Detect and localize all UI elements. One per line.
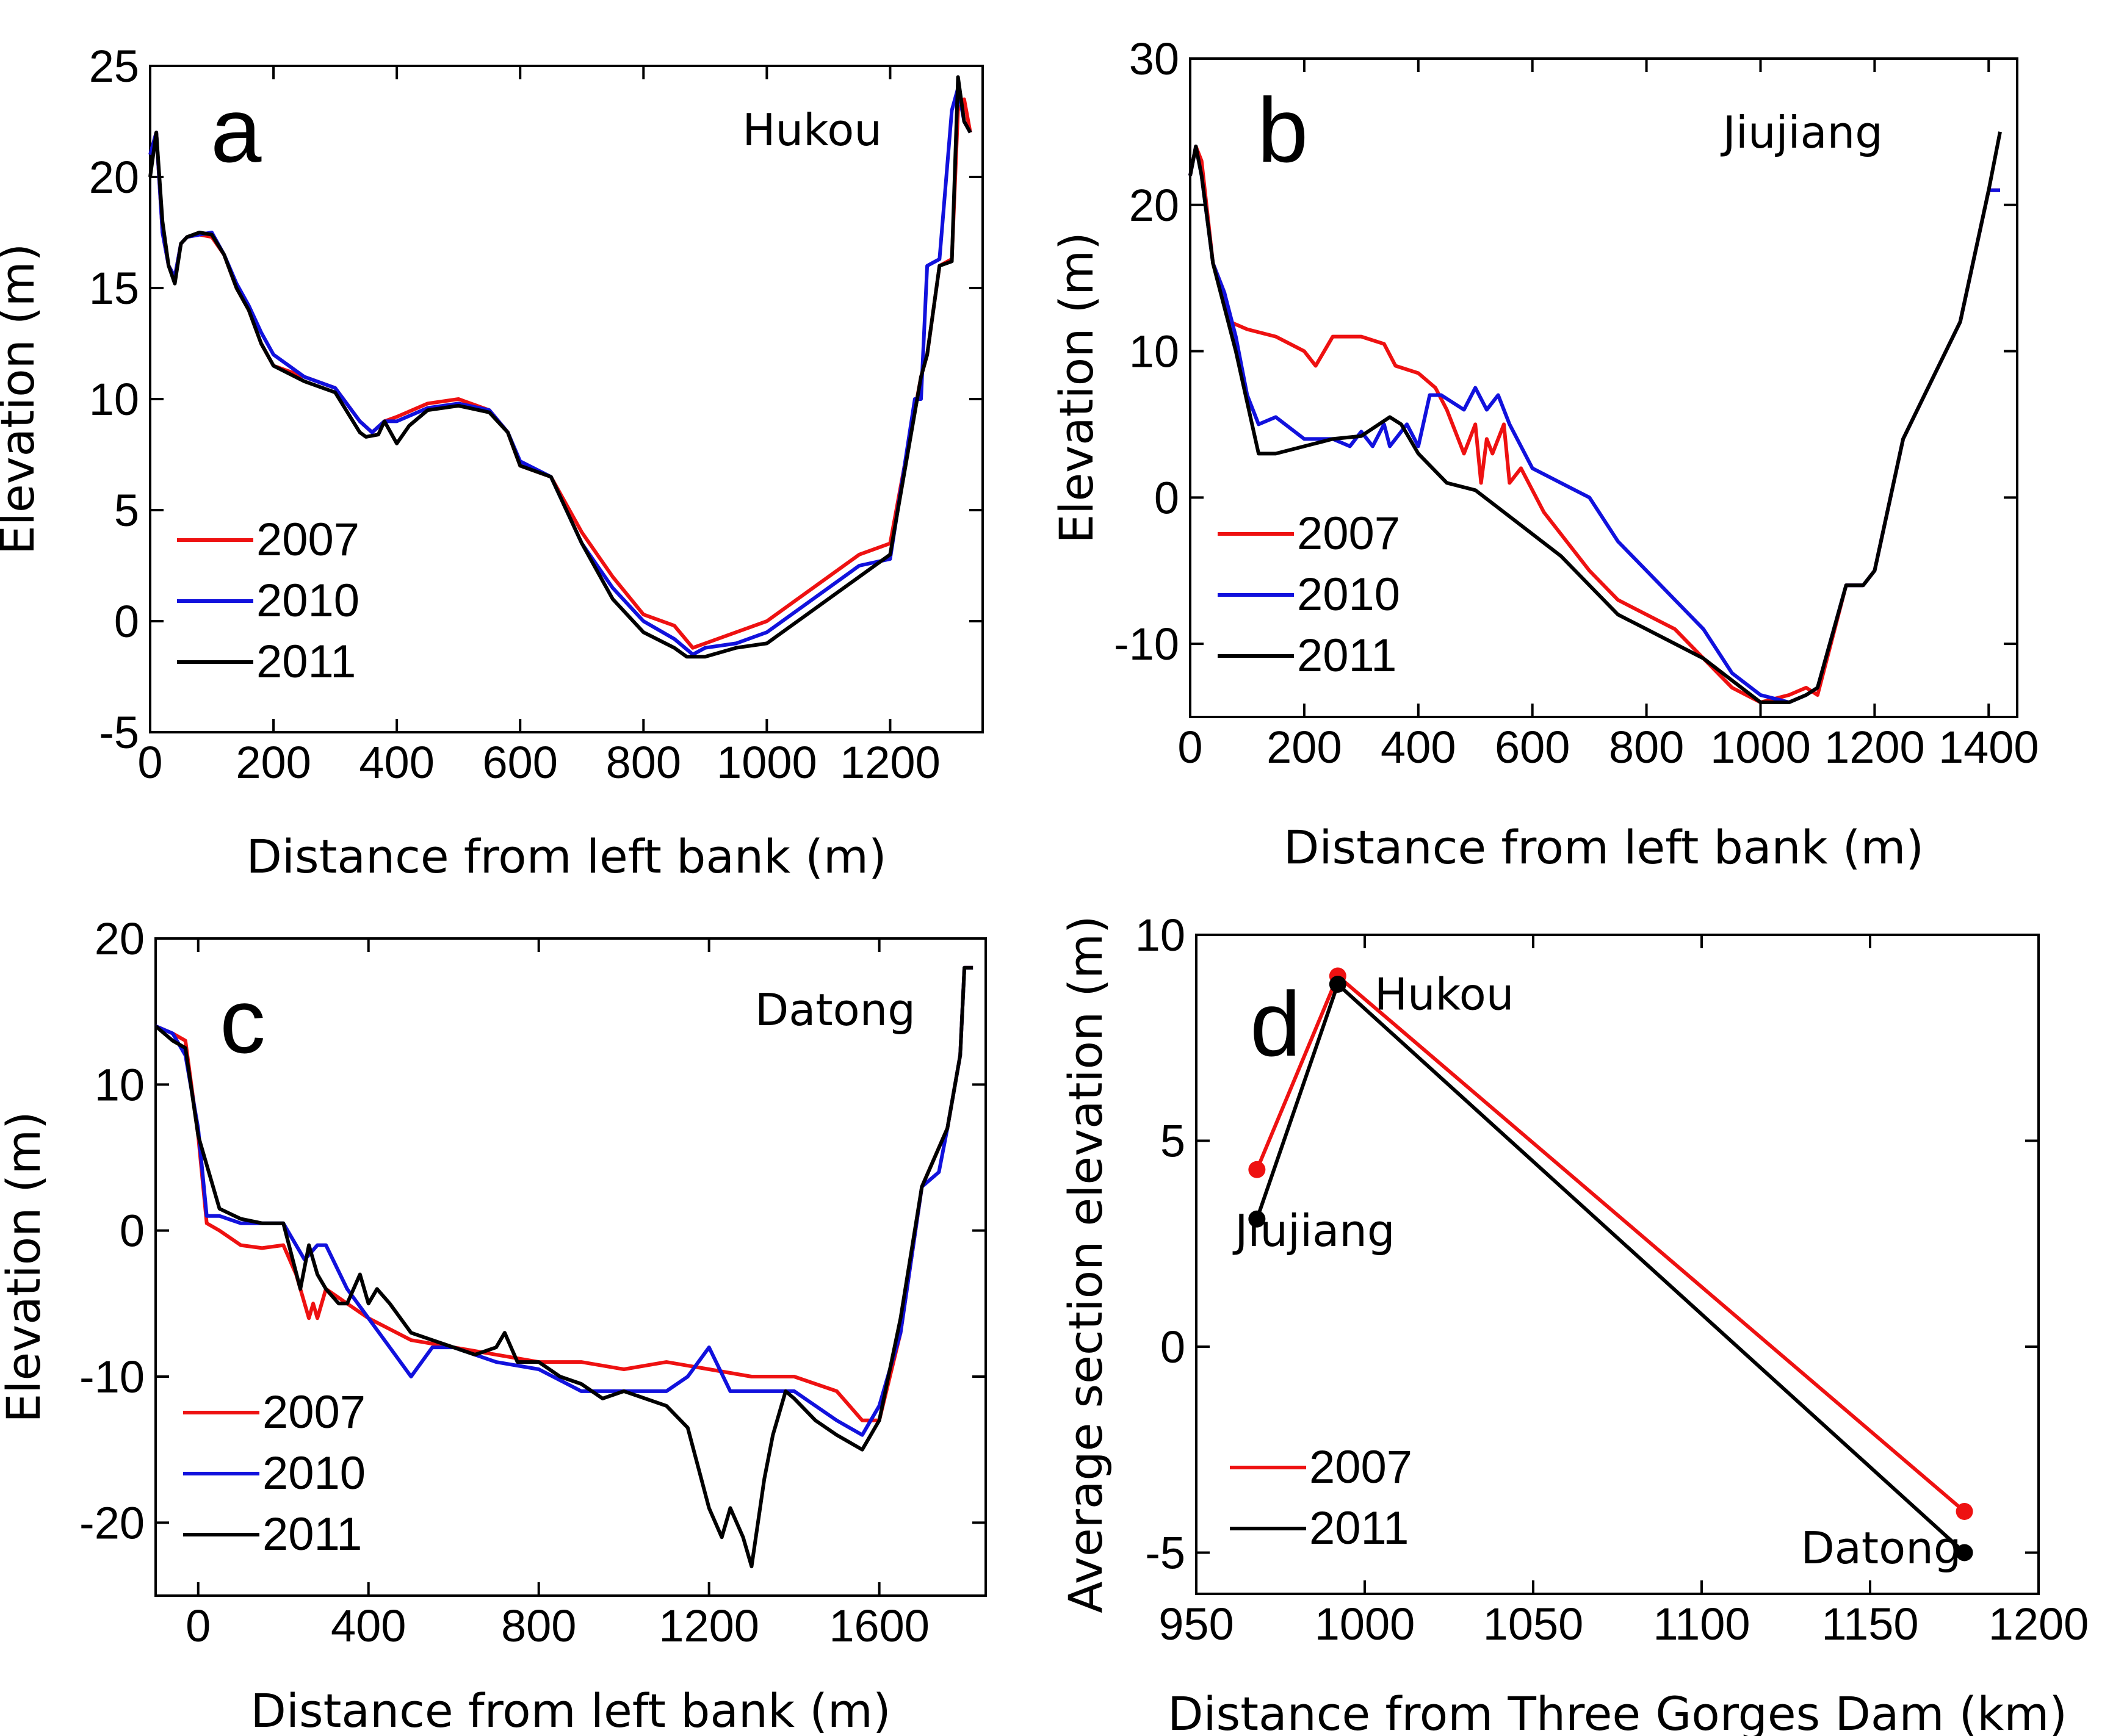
annotation-jiujiang: Jiujiang [1232,1205,1395,1256]
legend-label: 2011 [1297,630,1396,682]
panel-letter: c [220,970,266,1072]
data-point-2007 [1956,1503,1973,1520]
y-tick-label: 5 [114,485,139,536]
panel-b-jiujiang: 0 200 400 600 800 1000 1200 1400 -10 0 10 20 30 Dista… [1049,34,2039,874]
y-tick-label: 20 [1129,180,1179,231]
data-point-2011 [1956,1544,1973,1561]
x-tick-label: 1000 [1710,722,1811,773]
panel-c-datong: 0 400 800 1200 1600 -20 -10 0 10 20 Distance from … [0,913,987,1736]
x-tick-label: 1200 [1989,1599,2089,1649]
panel-letter: b [1257,79,1308,181]
x-tick-label: 0 [1177,722,1202,773]
data-point-2007 [1248,1161,1266,1178]
x-tick-label: 1400 [1938,722,2039,773]
data-point-2011 [1329,976,1346,993]
panel-letter: d [1250,973,1301,1075]
y-axis-label: Elevation (m) [0,1111,51,1423]
y-tick-label: 5 [1160,1116,1185,1167]
legend-label: 2011 [262,1508,362,1560]
series-line-2011 [154,965,974,1569]
y-tick-label: -10 [79,1352,145,1402]
annotation-datong: Datong [1801,1522,1961,1574]
x-tick-label: 800 [501,1601,576,1651]
legend-label: 2010 [1297,569,1400,621]
y-tick-label: 0 [1154,472,1179,523]
x-tick-label: 1200 [659,1601,759,1651]
x-tick-label: 400 [331,1601,406,1651]
series-line-2007 [154,965,974,1422]
legend-label: 2007 [1309,1441,1412,1493]
station-name: Hukou [742,104,882,156]
x-tick-label: 600 [1495,722,1570,773]
x-tick-label: 0 [186,1601,211,1651]
x-tick-label: 800 [1609,722,1684,773]
legend-label: 2007 [1297,508,1400,560]
x-axis-label: Distance from left bank (m) [1284,820,1924,874]
y-tick-label: 10 [95,1059,145,1110]
plot-frame [154,937,987,1597]
y-tick-label: -10 [1114,619,1179,669]
x-axis-label: Distance from left bank (m) [246,829,886,884]
panel-letter: a [211,79,262,181]
x-tick-label: 600 [482,737,557,788]
y-tick-label: 0 [114,596,139,647]
plot-frame [149,65,984,733]
y-tick-label: 10 [1135,910,1185,960]
y-tick-label: -20 [79,1497,145,1548]
y-tick-label: -5 [1145,1528,1185,1579]
series-line-2011 [148,75,972,659]
x-tick-label: 1200 [1824,722,1925,773]
x-tick-label: 200 [1266,722,1342,773]
x-tick-label: 200 [236,737,311,788]
plot-frame [1189,57,2018,718]
y-tick-label: 0 [1160,1322,1185,1372]
annotation-hukou: Hukou [1374,969,1514,1020]
x-tick-label: 1000 [717,737,817,788]
series-line-2010 [154,965,974,1437]
panel-d-average-elevation: 950 1000 1050 1100 1150 1200 -5 0 5 10 Distance fr… [1058,910,2089,1736]
y-tick-label: 20 [95,913,145,964]
legend-label: 2010 [262,1447,366,1499]
x-tick-label: 800 [606,737,681,788]
x-tick-label: 400 [359,737,434,788]
plot-frame [1195,934,2040,1595]
series-line-2010 [148,86,972,657]
x-tick-label: 950 [1158,1599,1234,1649]
legend-label: 2007 [262,1386,366,1438]
y-tick-label: 10 [1129,326,1179,377]
y-axis-label: Elevation (m) [0,243,45,555]
y-tick-label: 20 [89,152,139,203]
x-tick-label: 0 [137,737,162,788]
x-tick-label: 1000 [1315,1599,1415,1649]
x-axis-label: Distance from Three Gorges Dam (km) [1168,1687,2067,1736]
x-axis-label: Distance from left bank (m) [250,1684,890,1736]
y-axis-label: Average section elevation (m) [1058,915,1113,1613]
legend-label: 2011 [256,636,356,688]
x-tick-label: 1150 [1821,1599,1918,1649]
y-axis-label: Elevation (m) [1049,232,1104,544]
station-name: Datong [755,984,916,1035]
y-tick-label: 0 [120,1206,145,1256]
legend-label: 2011 [1309,1502,1409,1554]
y-tick-label: 30 [1129,34,1179,84]
panel-a-hukou: 0 200 400 600 800 1000 1200-50510152025Distanc… [0,41,984,884]
x-tick-label: 1200 [840,737,941,788]
legend-label: 2007 [256,514,359,566]
x-tick-label: 400 [1381,722,1456,773]
x-tick-label: 1100 [1653,1599,1750,1649]
y-tick-label: 10 [89,374,139,425]
legend-label: 2010 [256,575,359,627]
station-name: Jiujiang [1721,107,1883,158]
y-tick-label: 15 [89,263,139,314]
y-tick-label: -5 [99,707,139,758]
y-tick-label: 25 [89,41,139,92]
x-tick-label: 1050 [1483,1599,1584,1649]
series-line-2011 [1188,131,2002,704]
x-tick-label: 1600 [829,1601,930,1651]
data-point-2011 [1248,1210,1266,1228]
